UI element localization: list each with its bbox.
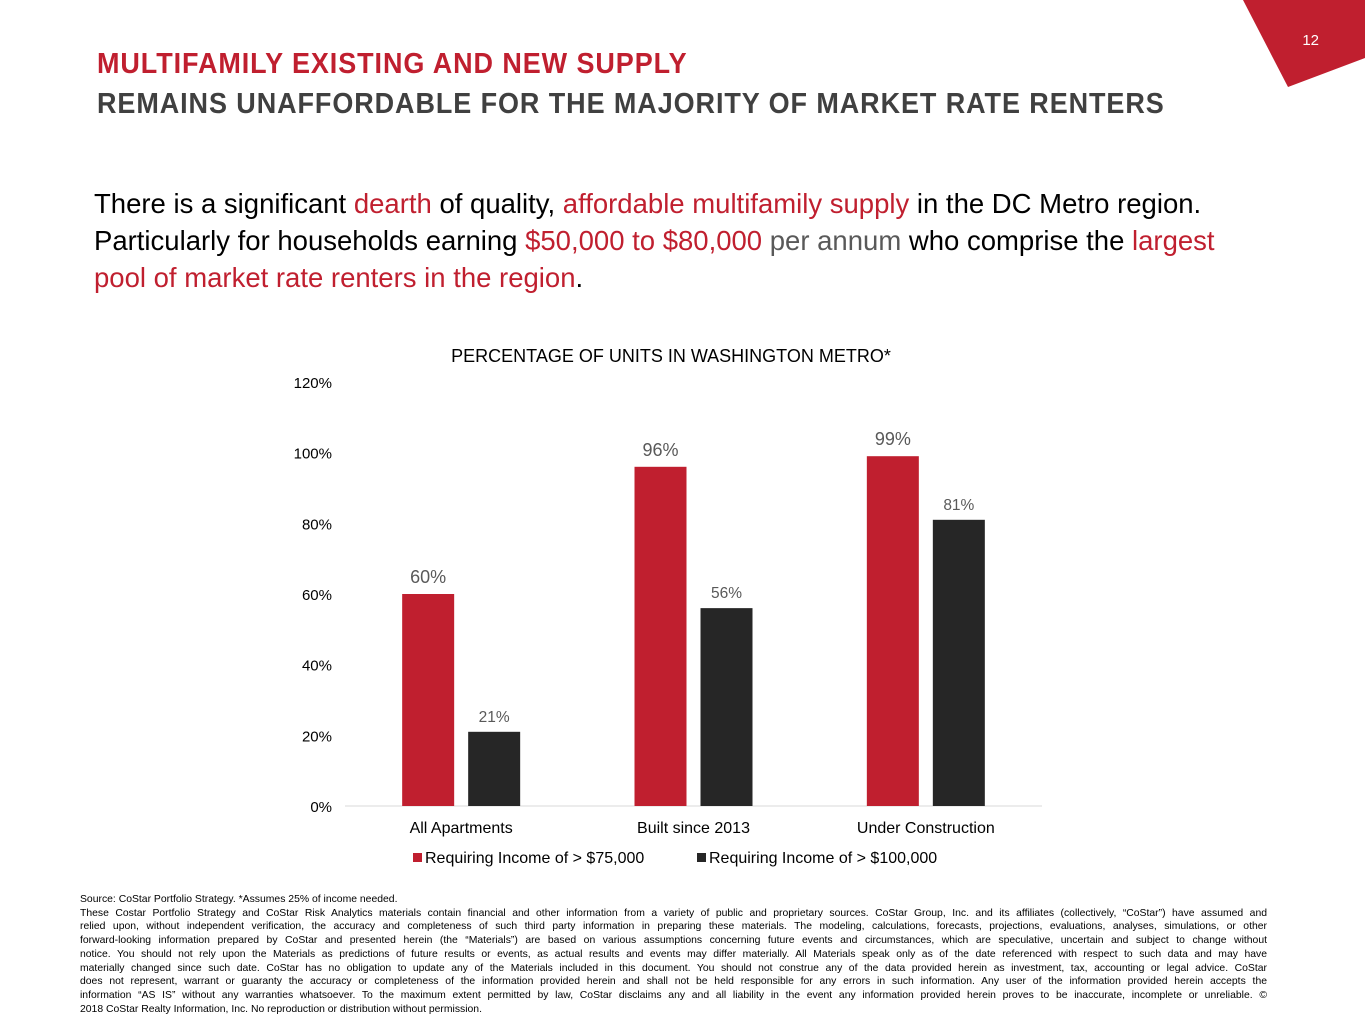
bar-100k — [468, 731, 521, 806]
data-label: 21% — [479, 709, 510, 726]
corner-ribbon — [1243, 0, 1365, 87]
intro-segment: in the DC Metro region. Particularly for… — [94, 188, 1202, 256]
y-tick-label: 40% — [302, 658, 332, 675]
disclaimer-line: information “AS IS” without any warranti… — [80, 989, 1267, 1001]
chart-title: PERCENTAGE OF UNITS IN WASHINGTON METRO* — [451, 346, 891, 366]
y-tick-label: 60% — [302, 587, 332, 604]
bar-75k — [402, 594, 455, 806]
data-label: 99% — [875, 429, 911, 449]
disclaimer-line: forward-looking information prepared by … — [80, 935, 1267, 947]
page-subtitle: REMAINS UNAFFORDABLE FOR THE MAJORITY OF… — [97, 88, 1165, 120]
intro-segment: . — [575, 262, 584, 293]
data-label: 56% — [711, 585, 742, 602]
intro-segment: dearth — [353, 188, 432, 219]
legend-label: Requiring Income of > $100,000 — [709, 850, 937, 867]
disclaimer-line: 2018 CoStar Realty Information, Inc. No … — [80, 1003, 482, 1015]
disclaimer-line: materially changed since such date. CoSt… — [80, 962, 1267, 974]
disclaimer-line: does not represent, warrant or guaranty … — [80, 976, 1267, 988]
y-tick-label: 100% — [294, 446, 332, 463]
intro-segment: largest pool of market rate renters in t… — [94, 225, 1215, 293]
bar-100k — [700, 608, 753, 806]
x-tick-label: Under Construction — [857, 820, 995, 837]
source-note: Source: CoStar Portfolio Strategy. *Assu… — [80, 894, 398, 905]
intro-segment: per annum — [762, 225, 902, 256]
x-tick-label: All Apartments — [410, 820, 513, 837]
bar-100k — [932, 519, 985, 806]
legend-label: Requiring Income of > $75,000 — [425, 850, 644, 867]
data-label: 81% — [943, 497, 974, 514]
data-label: 60% — [410, 567, 446, 587]
x-tick-label: Built since 2013 — [637, 820, 750, 837]
intro-segment: $50,000 to $80,000 — [525, 225, 763, 256]
disclaimer-line: relied upon, without independent verific… — [80, 921, 1267, 933]
disclaimer-line: These Costar Portfolio Strategy and CoSt… — [80, 907, 1267, 919]
page-number: 12 — [1302, 32, 1319, 49]
intro-segment: who comprise the — [901, 225, 1133, 256]
page-title: MULTIFAMILY EXISTING AND NEW SUPPLY — [97, 48, 688, 80]
disclaimer-line: notice. You should not rely upon the Mat… — [80, 948, 1267, 960]
y-tick-label: 80% — [302, 516, 332, 533]
intro-segment: There is a significant — [94, 188, 354, 219]
y-tick-label: 0% — [310, 799, 332, 816]
intro-segment: affordable multifamily supply — [562, 188, 910, 219]
bar-75k — [634, 466, 687, 806]
legend-swatch — [697, 853, 706, 862]
bar-75k — [866, 456, 919, 806]
data-label: 96% — [642, 440, 678, 460]
intro-paragraph: There is a significant dearth of quality… — [94, 185, 1274, 296]
bar-chart: PERCENTAGE OF UNITS IN WASHINGTON METRO*… — [294, 346, 1042, 867]
y-tick-label: 120% — [294, 375, 332, 392]
legend-swatch — [413, 853, 422, 862]
y-tick-label: 20% — [302, 728, 332, 745]
footer-disclaimer: Source: CoStar Portfolio Strategy. *Assu… — [80, 893, 1267, 1016]
intro-segment: of quality, — [431, 188, 563, 219]
